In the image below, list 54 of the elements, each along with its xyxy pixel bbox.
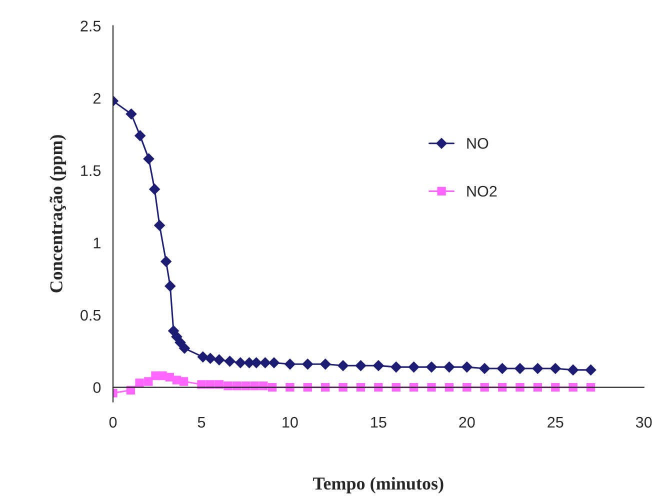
point — [426, 362, 437, 372]
point — [514, 363, 526, 374]
x-axis-title: Tempo (minutos) — [313, 476, 444, 494]
point — [320, 358, 331, 370]
y-axis-title: Concentração (ppm) — [50, 135, 66, 292]
point — [496, 363, 508, 374]
point — [550, 363, 561, 374]
point — [284, 358, 296, 370]
point — [338, 360, 348, 372]
point — [143, 153, 154, 164]
point — [179, 342, 190, 354]
y-tick-label: 1.5 — [81, 165, 101, 176]
point — [585, 364, 596, 376]
point — [532, 363, 544, 374]
point — [373, 360, 384, 372]
point — [408, 362, 420, 372]
point — [479, 363, 490, 374]
legend-label: NO — [467, 138, 488, 149]
point — [214, 354, 225, 366]
legend-label: NO2 — [467, 186, 497, 197]
point — [461, 362, 472, 372]
y-tick-label: 2.5 — [80, 20, 101, 32]
x-tick-label: 20 — [459, 416, 475, 428]
point — [260, 357, 271, 368]
x-tick-label: 30 — [636, 416, 652, 428]
point — [164, 280, 176, 292]
point — [144, 377, 153, 386]
x-tick-label: 10 — [282, 416, 298, 428]
x-tick-label: 0 — [109, 416, 117, 428]
point — [302, 358, 314, 370]
point — [268, 357, 280, 368]
point — [197, 352, 208, 362]
point — [444, 362, 455, 372]
point — [135, 378, 144, 388]
point — [149, 184, 160, 195]
point — [171, 331, 182, 342]
point — [134, 130, 146, 142]
y-tick-label: 0.5 — [80, 310, 101, 321]
x-tick-label: 15 — [371, 417, 386, 428]
point — [234, 357, 246, 368]
point — [204, 352, 216, 364]
point — [355, 360, 366, 372]
x-tick-label: 5 — [198, 417, 206, 428]
point — [126, 108, 137, 120]
point — [568, 364, 579, 376]
y-tick-label: 2 — [93, 92, 100, 104]
y-tick-label: 0 — [93, 382, 101, 393]
x-tick-label: 25 — [548, 416, 564, 428]
point — [179, 377, 188, 386]
point — [224, 356, 236, 367]
point — [390, 362, 402, 372]
y-tick-label: 1 — [94, 238, 100, 248]
point — [154, 220, 165, 231]
point — [160, 256, 172, 267]
